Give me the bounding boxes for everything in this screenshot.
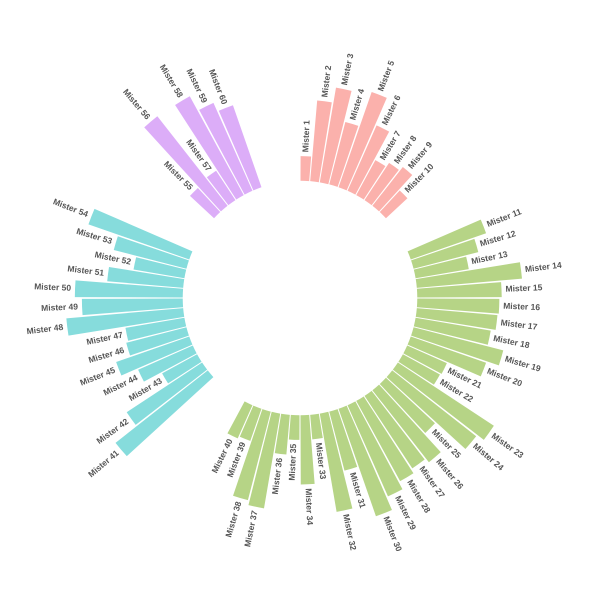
bar [372,384,441,463]
bar-label: Mister 2 [319,65,333,98]
bar [407,219,487,260]
bar-label: Mister 60 [207,68,230,106]
bar [398,354,440,385]
bar-label: Mister 35 [287,443,299,481]
bar [300,156,312,182]
bar [107,266,185,288]
bar [74,280,184,298]
bar-label: Mister 20 [486,366,524,389]
bar [372,167,413,212]
bar-label: Mister 15 [505,282,543,294]
bar [416,298,500,314]
bar-label: Mister 32 [341,513,358,551]
bar [356,160,386,200]
bar-label: Mister 47 [86,329,124,346]
bar [274,413,290,455]
bar [356,396,414,482]
bar [416,282,502,298]
bar-label: Mister 51 [67,263,105,278]
bar [338,91,387,191]
bar-label: Mister 49 [41,301,79,313]
bar [233,409,271,501]
bar-label: Mister 37 [242,509,259,547]
bar [386,370,477,450]
bar [88,208,193,260]
bar [413,317,491,345]
bar [310,100,332,183]
bar-label: Mister 18 [492,333,530,350]
bar-label: Mister 56 [121,87,153,122]
bar [133,257,187,279]
bar [239,405,262,441]
bar-label: Mister 16 [503,301,541,313]
bar-label: Mister 34 [304,488,316,526]
bar [138,345,197,382]
bar-label: Mister 48 [26,322,64,337]
bar [364,162,399,206]
bar [113,236,189,269]
bar-label: Mister 17 [500,317,538,332]
bar [364,390,425,469]
bar [126,362,208,425]
bar [319,87,352,185]
bar [319,411,353,512]
bar [347,125,390,195]
bar [329,409,358,471]
bar [206,170,236,206]
bar [413,256,469,279]
bar [125,317,187,341]
bar-label: Mister 30 [381,515,404,553]
bar-label: Mister 58 [158,62,186,99]
bar-label: Mister 19 [504,354,542,374]
bar [66,308,185,336]
bar [218,105,262,191]
bar [338,405,392,517]
bar [415,262,522,288]
bar [116,336,193,376]
bar-label: Mister 36 [270,457,285,495]
bar [115,370,214,457]
bar-label: Mister 50 [34,281,72,293]
bar [199,102,253,195]
bar [379,190,408,219]
bar [81,298,184,316]
bar-label: Mister 38 [223,500,243,538]
bar [411,327,504,366]
bar-label: Mister 1 [300,120,311,153]
bar [411,238,479,269]
bar [248,411,281,509]
bar-label: Mister 14 [524,260,562,275]
bar [407,336,487,377]
bar-label: Mister 5 [375,59,396,93]
bar [300,414,315,485]
bar-label: Mister 41 [86,448,121,480]
bar [347,401,403,497]
bar [126,327,189,356]
bar [227,401,253,439]
bar-label: Mister 11 [485,206,523,229]
bar [403,345,447,374]
bar [329,121,359,187]
bar-label: Mister 33 [314,442,329,480]
bar-label: Mister 54 [52,196,90,219]
bar [175,96,244,200]
bar [392,362,494,440]
bar [189,187,221,219]
bar [415,308,498,330]
bar [310,413,323,440]
bar [162,354,202,384]
bar-label: Mister 3 [339,52,355,86]
bar [144,116,228,212]
bar [288,414,300,440]
bar-label: Mister 29 [393,494,418,532]
bar [379,377,435,433]
